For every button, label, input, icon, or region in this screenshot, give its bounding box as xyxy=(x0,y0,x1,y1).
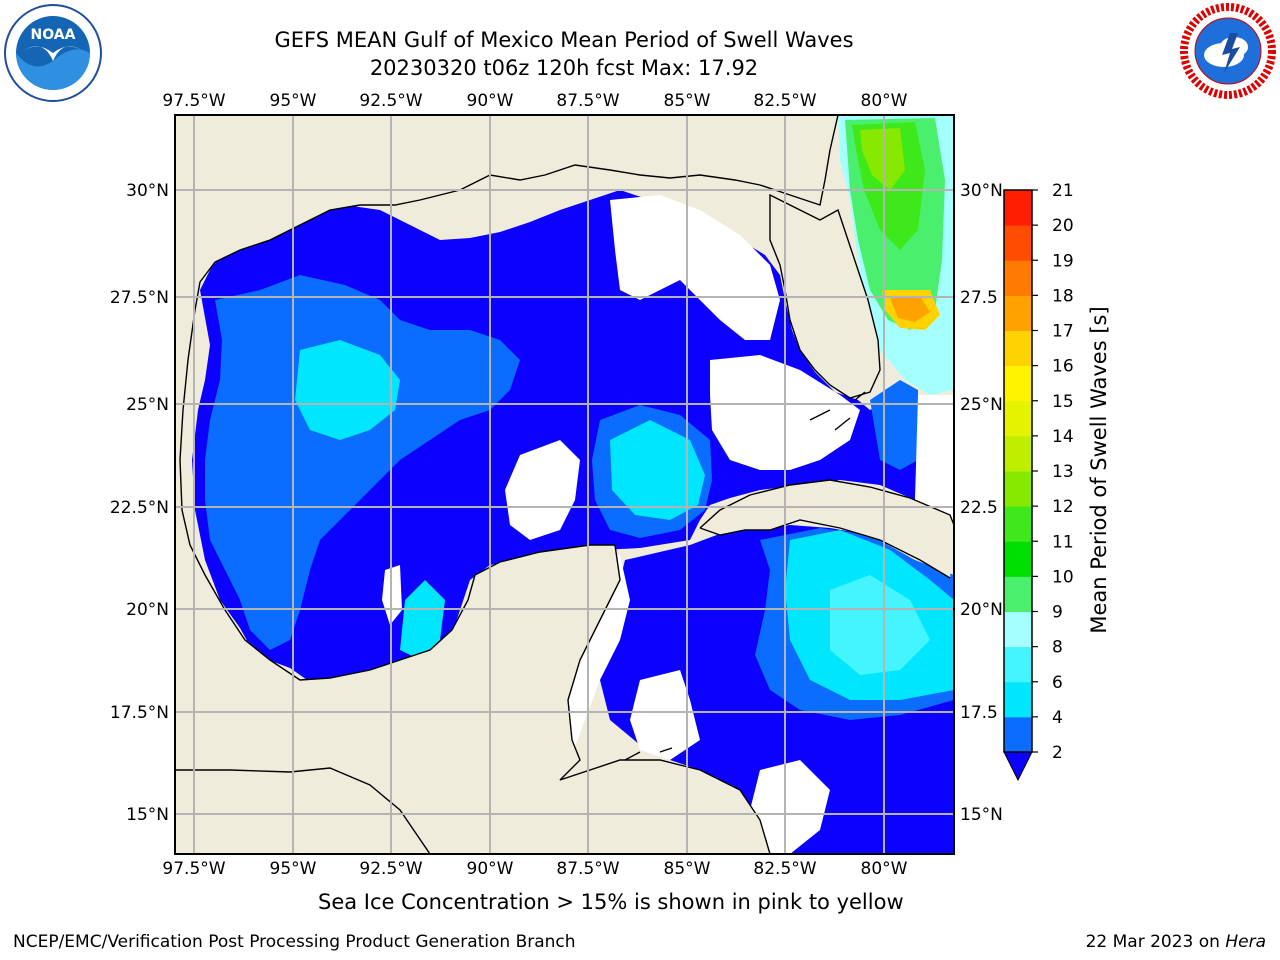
lat-label: 22.5°N xyxy=(110,498,169,518)
lon-label: 92.5°W xyxy=(359,859,422,879)
colorbar-tick-label: 14 xyxy=(1052,427,1074,447)
colorbar-swatch xyxy=(1004,611,1032,648)
noaa-logo: NOAA xyxy=(4,4,102,102)
lat-labels-right: 30°N 27.5 25°N 22.5 20°N 17.5 15°N xyxy=(960,181,1003,825)
colorbar-swatch xyxy=(1004,506,1032,542)
colorbar-tick-label: 21 xyxy=(1052,181,1074,201)
colorbar-swatch xyxy=(1004,295,1032,331)
lat-label: 30°N xyxy=(960,181,1003,201)
lon-label: 95°W xyxy=(270,91,317,111)
lon-label: 92.5°W xyxy=(359,91,422,111)
lon-label: 97.5°W xyxy=(162,859,225,879)
colorbar-label: Mean Period of Swell Waves [s] xyxy=(1087,306,1111,633)
colorbar-tick-label: 10 xyxy=(1052,567,1074,587)
colorbar-tick-label: 2 xyxy=(1052,743,1063,763)
chart-subtitle: 20230320 t06z 120h fcst Max: 17.92 xyxy=(369,56,759,80)
lon-label: 97.5°W xyxy=(162,91,225,111)
colorbar-swatch xyxy=(1004,541,1032,577)
colorbar-swatch xyxy=(1004,330,1032,367)
gulf-swell-6s-west xyxy=(295,340,400,440)
footer-date: 22 Mar 2023 on Hera xyxy=(1086,932,1266,952)
lon-label: 80°W xyxy=(861,91,908,111)
colorbar-tick-label: 17 xyxy=(1052,322,1074,342)
lon-labels-top: 97.5°W 95°W 92.5°W 90°W 87.5°W 85°W 82.5… xyxy=(162,91,907,111)
map-area xyxy=(175,115,954,854)
lat-label: 30°N xyxy=(126,181,169,201)
gulf-swell-4s-west xyxy=(205,275,520,650)
lon-label: 82.5°W xyxy=(753,859,816,879)
lat-label: 20°N xyxy=(960,600,1003,620)
footer-date-text: 22 Mar 2023 on xyxy=(1085,932,1226,952)
lat-label: 15°N xyxy=(126,805,169,825)
lon-label: 80°W xyxy=(861,859,908,879)
caribbean-blank-honduras xyxy=(630,670,700,760)
lat-labels-left: 30°N 27.5°N 25°N 22.5°N 20°N 17.5°N 15°N xyxy=(110,181,169,825)
footer-credit: NCEP/EMC/Verification Post Processing Pr… xyxy=(13,932,576,952)
gulf-blank-northeast xyxy=(610,195,780,340)
colorbar-swatch xyxy=(1004,435,1032,472)
colorbar-swatch xyxy=(1004,400,1032,437)
atlantic-swell-17s xyxy=(890,296,930,322)
caribbean-swell-8s xyxy=(830,575,930,675)
colorbar-swatch xyxy=(1004,471,1032,507)
atlantic-blank-bahamas xyxy=(915,395,954,520)
noaa-logo-text: NOAA xyxy=(31,27,76,43)
coastlines xyxy=(175,115,954,854)
atlantic-swell-13s xyxy=(860,128,905,190)
gulf-swell-6s-east xyxy=(610,420,705,520)
colorbar-tick-label: 15 xyxy=(1052,392,1074,412)
lat-label: 20°N xyxy=(126,600,169,620)
map-frame xyxy=(174,114,955,855)
colorbar-swatch xyxy=(1004,260,1032,296)
caribbean-blank-southeast xyxy=(750,760,830,854)
colorbar-tick-label: 12 xyxy=(1052,497,1074,517)
lon-label: 90°W xyxy=(467,91,514,111)
colorbar-tick-label: 16 xyxy=(1052,357,1074,377)
lat-label: 22.5 xyxy=(960,498,998,518)
colorbar-swatch xyxy=(1004,576,1032,612)
lon-label: 85°W xyxy=(664,859,711,879)
lat-label: 25°N xyxy=(126,395,169,415)
lat-label: 17.5 xyxy=(960,703,998,723)
colorbar-swatch xyxy=(1004,365,1032,402)
lat-label: 17.5°N xyxy=(110,703,169,723)
colorbar-tick-label: 19 xyxy=(1052,251,1074,271)
lon-label: 87.5°W xyxy=(556,91,619,111)
colorbar-extend-arrow xyxy=(1003,751,1033,782)
nws-logo xyxy=(1180,3,1276,99)
colorbar-tick-label: 20 xyxy=(1052,216,1074,236)
lon-label: 95°W xyxy=(270,859,317,879)
lon-label: 85°W xyxy=(664,91,711,111)
atlantic-swell-4s xyxy=(870,380,918,470)
lon-labels-bottom: 97.5°W 95°W 92.5°W 90°W 87.5°W 85°W 82.5… xyxy=(162,859,907,879)
colorbar-swatch xyxy=(1004,190,1032,226)
colorbar-tick-label: 4 xyxy=(1052,708,1063,728)
colorbar-tick-label: 13 xyxy=(1052,462,1074,482)
lon-label: 82.5°W xyxy=(753,91,816,111)
footer-host: Hera xyxy=(1225,932,1266,952)
colorbar-tick-label: 11 xyxy=(1052,532,1074,552)
lat-label: 15°N xyxy=(960,805,1003,825)
lat-label: 27.5 xyxy=(960,288,998,308)
campeche-swell-6s xyxy=(400,580,445,660)
colorbar-swatch xyxy=(1004,646,1032,683)
colorbar-swatch xyxy=(1004,681,1032,718)
lat-label: 27.5°N xyxy=(110,288,169,308)
gulf-blank-central xyxy=(505,440,580,540)
lon-label: 90°W xyxy=(467,859,514,879)
colorbar-swatch xyxy=(1004,225,1032,261)
cuba-island xyxy=(700,480,954,578)
graticule xyxy=(175,115,954,854)
colorbar-tick-label: 9 xyxy=(1052,603,1063,623)
colorbar-tick-label: 8 xyxy=(1052,638,1063,658)
chart-title: GEFS MEAN Gulf of Mexico Mean Period of … xyxy=(274,28,854,52)
colorbar-swatch xyxy=(1004,716,1032,753)
colorbar: 2 4 6 8 9 10 11 12 13 14 15 16 17 18 19 20 21 xyxy=(1003,181,1074,782)
colorbar-tick-label: 6 xyxy=(1052,673,1063,693)
colorbar-tick-label: 18 xyxy=(1052,286,1074,306)
lat-label: 25°N xyxy=(960,395,1003,415)
sea-ice-caption: Sea Ice Concentration > 15% is shown in … xyxy=(318,890,904,914)
lon-label: 87.5°W xyxy=(556,859,619,879)
